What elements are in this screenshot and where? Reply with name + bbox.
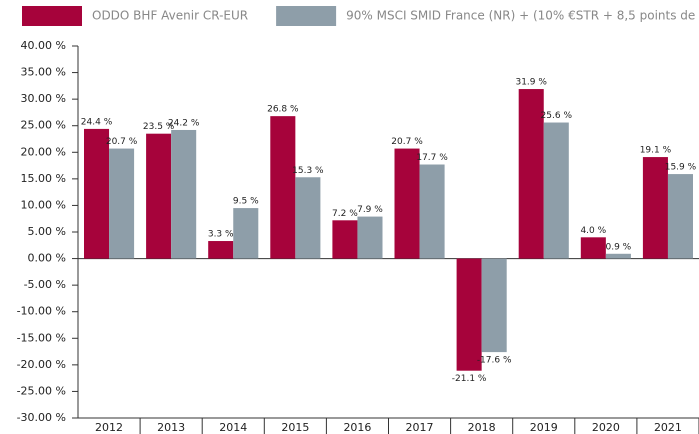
y-tick-label: 35.00 %: [21, 66, 66, 79]
y-tick-label: 20.00 %: [21, 145, 66, 158]
bar: [419, 164, 445, 259]
value-label: 7.9 %: [357, 205, 383, 215]
bar: [146, 133, 172, 259]
x-tick-label: 2017: [406, 421, 434, 434]
x-tick-label: 2016: [343, 421, 371, 434]
y-tick-label: -30.00 %: [17, 411, 66, 424]
legend-swatch: [22, 6, 82, 26]
value-label: 23.5 %: [143, 122, 175, 132]
bar: [357, 216, 383, 259]
y-tick-label: 5.00 %: [28, 225, 66, 238]
bar: [208, 241, 234, 259]
value-label: 20.7 %: [106, 137, 138, 147]
value-label: 0.9 %: [606, 242, 632, 252]
bar: [518, 89, 544, 259]
bar: [667, 174, 693, 259]
legend-swatch: [276, 6, 337, 26]
x-tick-label: 2019: [530, 421, 558, 434]
legend-label: 90% MSCI SMID France (NR) + (10% €STR + …: [346, 9, 699, 23]
y-tick-label: 10.00 %: [21, 198, 66, 211]
value-label: 17.7 %: [416, 153, 448, 163]
bar: [270, 116, 296, 259]
y-tick-label: -25.00 %: [17, 384, 66, 397]
value-label: -21.1 %: [452, 374, 487, 384]
bar: [84, 128, 110, 259]
value-label: 15.3 %: [292, 166, 324, 176]
value-label: 20.7 %: [391, 137, 423, 147]
x-tick-label: 2021: [654, 421, 682, 434]
value-label: 31.9 %: [515, 78, 547, 88]
bar: [543, 122, 569, 259]
value-label: 25.6 %: [541, 111, 573, 121]
y-tick-label: 15.00 %: [21, 172, 66, 185]
x-tick-label: 2020: [592, 421, 620, 434]
bar: [332, 220, 358, 259]
bar: [295, 177, 321, 259]
y-tick-label: 0.00 %: [28, 252, 66, 265]
value-label: 24.4 %: [81, 117, 113, 127]
value-label: 24.2 %: [168, 118, 200, 128]
value-label: 9.5 %: [233, 197, 259, 207]
value-label: 26.8 %: [267, 105, 299, 115]
bar: [233, 208, 259, 259]
value-label: 4.0 %: [580, 226, 606, 236]
y-tick-label: 25.00 %: [21, 119, 66, 132]
bar: [481, 258, 507, 353]
x-tick-label: 2015: [281, 421, 309, 434]
y-tick-label: 40.00 %: [21, 39, 66, 52]
value-label: 19.1 %: [640, 146, 672, 156]
y-tick-label: 30.00 %: [21, 92, 66, 105]
bar: [642, 157, 668, 259]
value-label: 15.9 %: [665, 163, 697, 173]
bar: [394, 148, 420, 259]
y-tick-label: -15.00 %: [17, 331, 66, 344]
bar: [456, 258, 482, 371]
bar: [109, 148, 135, 259]
x-tick-label: 2014: [219, 421, 247, 434]
y-tick-label: -5.00 %: [24, 278, 66, 291]
value-label: 3.3 %: [208, 230, 234, 240]
y-tick-label: -10.00 %: [17, 305, 66, 318]
value-label: -17.6 %: [477, 356, 512, 366]
x-tick-label: 2013: [157, 421, 185, 434]
bar: [171, 129, 197, 259]
x-tick-label: 2018: [468, 421, 496, 434]
bar: [605, 253, 631, 259]
value-label: 7.2 %: [332, 209, 358, 219]
x-tick-label: 2012: [95, 421, 123, 434]
y-tick-label: -20.00 %: [17, 358, 66, 371]
legend-label: ODDO BHF Avenir CR-EUR: [92, 9, 248, 23]
bar: [580, 237, 606, 259]
